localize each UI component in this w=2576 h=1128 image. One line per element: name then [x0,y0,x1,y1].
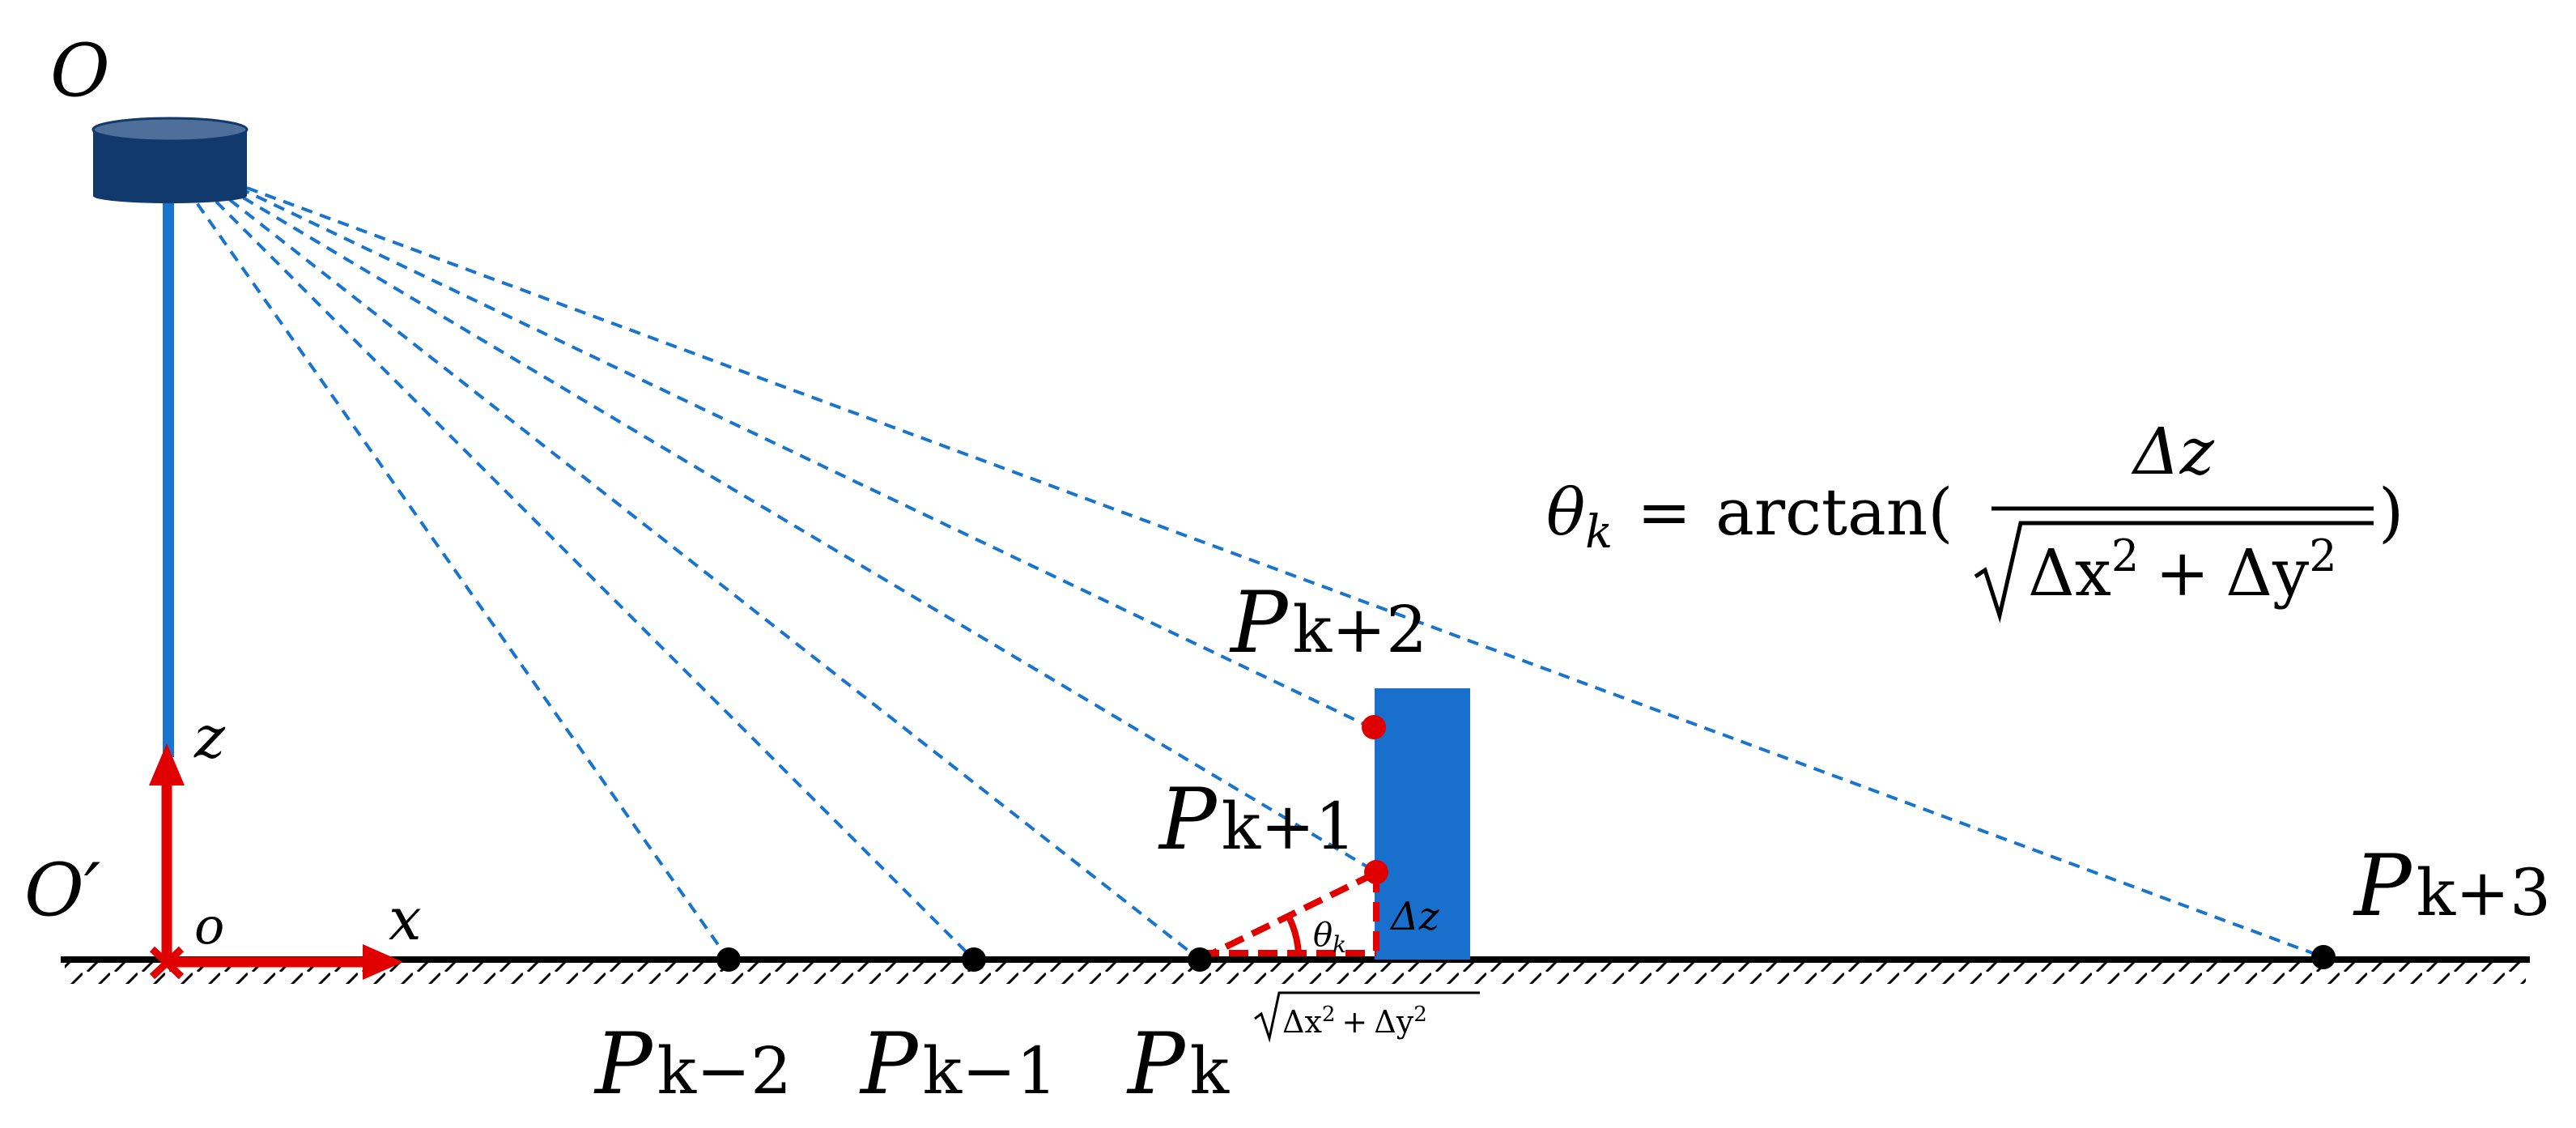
point-pk+3 [2311,945,2336,969]
obstacle-points [1362,715,1388,884]
small-sqrt-sign [1254,991,1480,1043]
label-theta-k: θk [1313,917,1346,958]
label-pk: Pk [1126,1015,1231,1113]
coordinate-axes [149,743,403,980]
label-pk+1: Pk+1 [1158,770,1356,869]
angle-arc [1286,915,1302,954]
label-pk+3: Pk+3 [2353,836,2551,935]
obstacle [1375,688,1470,960]
point-pk-2 [716,947,741,972]
label-origin-ground: O′ [24,848,100,933]
point-pk-1 [962,947,986,972]
triangle-hypotenuse [1198,870,1378,963]
laser-rays [185,186,2324,961]
label-origin-top: O [50,28,110,113]
ray-pk+2 [238,186,1371,729]
label-horizontal-distance: Δx2 + Δy2 [1254,991,1480,1043]
point-pk+1 [1364,860,1388,884]
ray-pk-1 [201,186,976,961]
label-pk-2: Pk−2 [593,1015,792,1113]
formula-denominator: Δx2 + Δy2 [2028,530,2337,611]
angle-triangle [1198,870,1379,963]
point-pk+2 [1362,715,1386,739]
ray-pk-2 [185,186,730,961]
origin-cross-icon [149,946,185,980]
ray-pk [213,186,1201,961]
lidar-sensor [91,117,249,203]
ground [61,956,2530,984]
ground-hatch [65,960,2526,984]
sensor-top [91,117,249,143]
label-x-axis: x [389,885,422,953]
formula-close-paren: ) [2378,475,2404,550]
label-pk-1: Pk−1 [859,1015,1057,1113]
label-delta-z: Δz [1389,894,1440,939]
label-axis-origin: o [194,896,224,956]
ray-pk+1 [225,186,1378,874]
z-axis-arrow [149,743,185,785]
formula-lhs: θk = arctan( [1546,475,1953,559]
formula-sqrt-sign [1974,521,2374,624]
ground-points [716,945,2336,972]
label-pk+2: Pk+2 [1229,573,1427,672]
point-pk [1188,947,1212,972]
formula: θk = arctan( Δz Δx2 + Δy2 ) [1546,414,2404,624]
x-axis-arrow [363,944,403,980]
small-sqrt-content: Δx2 + Δy2 [1282,1002,1427,1040]
sensor-bottom [93,189,247,203]
formula-numerator: Δz [2131,414,2215,489]
label-z-axis: z [193,703,226,771]
